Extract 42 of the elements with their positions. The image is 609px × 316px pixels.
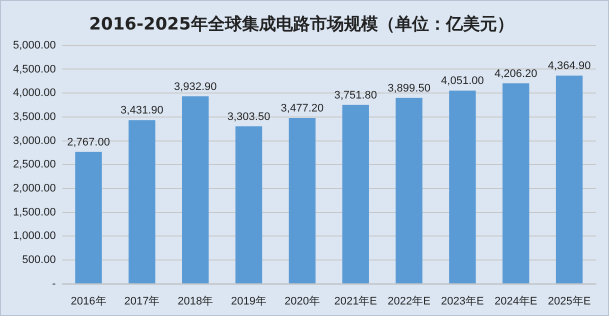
chart-title: 2016-2025年全球集成电路市场规模（单位：亿美元） — [89, 14, 514, 35]
x-tick-label: 2016年 — [70, 295, 106, 308]
bar — [182, 96, 209, 284]
y-tick-label: 4,500.00 — [12, 63, 56, 76]
x-tick-label: 2024年E — [494, 295, 538, 308]
x-tick-label: 2023年E — [441, 295, 484, 308]
y-tick-label: 500.00 — [22, 254, 56, 266]
data-label: 3,899.50 — [388, 82, 430, 94]
x-tick-label: 2022年E — [388, 295, 430, 308]
bar — [235, 126, 262, 284]
bar — [449, 90, 476, 284]
bar — [556, 76, 583, 284]
x-tick-label: 2019年 — [231, 295, 267, 308]
bar — [128, 120, 156, 284]
x-tick-label: 2025年E — [548, 295, 591, 308]
x-tick-label: 2018年 — [178, 295, 214, 308]
x-tick-label: 2020年 — [284, 295, 320, 308]
x-tick-label: 2021年E — [334, 295, 378, 308]
data-label: 3,932.90 — [174, 80, 217, 93]
data-label: 3,477.20 — [280, 102, 324, 115]
bar — [288, 118, 316, 284]
bar — [396, 98, 422, 284]
y-tick-label: 2,500.00 — [12, 158, 56, 171]
data-label: 2,767.00 — [67, 136, 110, 148]
data-label: 3,303.50 — [227, 110, 270, 123]
x-tick-label: 2017年 — [124, 295, 160, 308]
y-tick-label: 1,000.00 — [12, 230, 56, 242]
bar — [75, 152, 102, 284]
data-label: 3,431.90 — [120, 104, 164, 117]
y-tick-label: 5,000.00 — [12, 39, 56, 52]
y-tick-label: 1,500.00 — [12, 206, 56, 218]
y-tick-label: 3,000.00 — [12, 134, 56, 147]
bar — [502, 83, 530, 284]
y-tick-label: 4,000.00 — [12, 87, 56, 100]
y-tick-label: - — [52, 278, 56, 290]
data-label: 4,206.20 — [494, 68, 538, 80]
data-label: 4,051.00 — [441, 75, 484, 88]
y-tick-label: 2,000.00 — [12, 182, 56, 194]
data-label: 3,751.80 — [334, 89, 378, 102]
bar — [342, 104, 369, 284]
data-label: 4,364.90 — [548, 60, 591, 72]
y-tick-label: 3,500.00 — [12, 110, 56, 123]
